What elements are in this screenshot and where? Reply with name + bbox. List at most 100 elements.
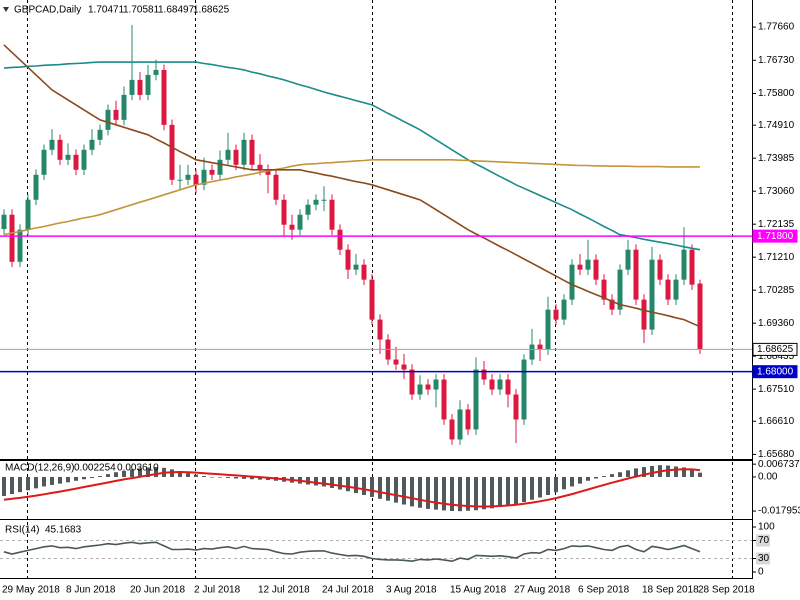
- y-tick-label: 1.75800: [758, 88, 795, 99]
- candle-body: [441, 379, 447, 420]
- histogram-bar: [210, 476, 214, 478]
- histogram-bar: [442, 476, 446, 511]
- candle-body: [505, 379, 511, 395]
- y-tick-label: 1.66610: [758, 416, 795, 427]
- histogram-bar: [682, 467, 686, 477]
- candle-body: [417, 384, 423, 395]
- candle-body: [577, 264, 583, 270]
- candle-body: [545, 309, 551, 350]
- candle-body: [513, 394, 519, 420]
- candle-body: [209, 169, 215, 175]
- histogram-bar: [314, 476, 318, 486]
- y-tick-label: 0.006737: [758, 459, 800, 470]
- y-tick-label: 70: [758, 535, 770, 546]
- candle-body: [329, 199, 335, 230]
- candle-body: [433, 379, 439, 390]
- histogram-bar: [490, 476, 494, 509]
- histogram-bar: [650, 465, 654, 477]
- candle-body: [289, 224, 295, 230]
- histogram-bar: [138, 468, 142, 477]
- histogram-bar: [130, 469, 134, 477]
- candle-body: [401, 364, 407, 370]
- histogram-bar: [602, 476, 606, 477]
- macd-readout: 0.002254: [74, 463, 116, 474]
- histogram-bar: [322, 476, 326, 487]
- candle-body: [697, 283, 703, 350]
- candle-body: [297, 214, 303, 230]
- histogram-bar: [474, 476, 478, 511]
- candle-body: [161, 69, 167, 125]
- histogram-bar: [554, 476, 558, 493]
- menu-icon: [3, 7, 9, 12]
- candle-body: [673, 279, 679, 300]
- candle-body: [145, 74, 151, 95]
- candle-body: [649, 259, 655, 330]
- histogram-bar: [458, 476, 462, 512]
- histogram-bar: [538, 476, 542, 498]
- histogram-bar: [698, 472, 702, 477]
- level-label-box: [756, 552, 770, 565]
- histogram-bar: [154, 467, 158, 477]
- histogram-bar: [546, 476, 550, 496]
- histogram-bar: [50, 476, 54, 485]
- candle-body: [465, 409, 471, 430]
- x-tick-label: 8 Jun 2018: [66, 585, 116, 596]
- candle-body: [241, 139, 247, 165]
- histogram-bar: [338, 476, 342, 490]
- histogram-bar: [418, 476, 422, 508]
- y-tick-label: 1.73985: [758, 153, 795, 164]
- candle-body: [9, 214, 15, 262]
- y-tick-label: 1.65680: [758, 449, 795, 460]
- y-tick-label: 1.74910: [758, 120, 795, 131]
- candle-body: [481, 369, 487, 380]
- level-label-box: [756, 534, 770, 547]
- x-tick-label: 24 Jul 2018: [322, 585, 374, 596]
- candle-body: [521, 359, 527, 420]
- indicator-line: [3, 541, 701, 563]
- histogram-bar: [234, 476, 238, 479]
- histogram-bar: [330, 476, 334, 488]
- candle-body: [201, 169, 207, 185]
- rsi-readout: 45.1683: [45, 525, 82, 536]
- y-tick-label: 0: [758, 567, 764, 578]
- candle-body: [361, 264, 367, 280]
- histogram-bar: [18, 476, 22, 493]
- candle-body: [217, 159, 223, 175]
- histogram-bar: [482, 476, 486, 510]
- histogram-bar: [522, 476, 526, 503]
- candle-body: [353, 264, 359, 270]
- histogram-bar: [186, 473, 190, 477]
- candle-body: [641, 299, 647, 330]
- candle-body: [681, 249, 687, 280]
- y-tick-label: 1.73060: [758, 186, 795, 197]
- indicator-line: [3, 61, 701, 251]
- histogram-bar: [634, 468, 638, 477]
- candle-body: [529, 344, 535, 360]
- histogram-bar: [498, 476, 502, 507]
- histogram-bar: [10, 476, 14, 495]
- x-tick-label: 15 Aug 2018: [450, 585, 507, 596]
- candle-body: [593, 259, 599, 280]
- plot-layer: 1.77660 1.76730 1.75800 1.74910 1.73985 1.730…: [0, 22, 800, 596]
- price-label-box: [752, 365, 798, 379]
- candle-body: [185, 174, 191, 180]
- candle-body: [497, 379, 503, 390]
- candle-body: [257, 164, 263, 170]
- x-tick-label: 28 Sep 2018: [698, 585, 755, 596]
- price-label: 1.68625: [757, 344, 794, 355]
- histogram-bar: [250, 476, 254, 480]
- candle-body: [609, 299, 615, 310]
- candle-body: [81, 149, 87, 170]
- histogram-bar: [42, 476, 46, 487]
- candle-body: [273, 174, 279, 200]
- candle-body: [129, 79, 135, 95]
- candle-body: [65, 154, 71, 160]
- histogram-bar: [354, 476, 358, 494]
- candle-body: [625, 249, 631, 270]
- candle-body: [313, 199, 319, 205]
- histogram-bar: [346, 476, 350, 492]
- candle-body: [337, 229, 343, 250]
- candle-body: [553, 309, 559, 320]
- histogram-bar: [626, 470, 630, 477]
- candle-body: [457, 409, 463, 440]
